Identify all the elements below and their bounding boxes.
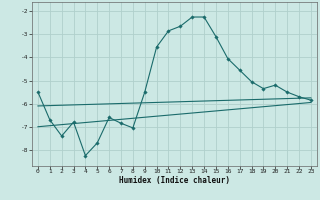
X-axis label: Humidex (Indice chaleur): Humidex (Indice chaleur) — [119, 176, 230, 185]
